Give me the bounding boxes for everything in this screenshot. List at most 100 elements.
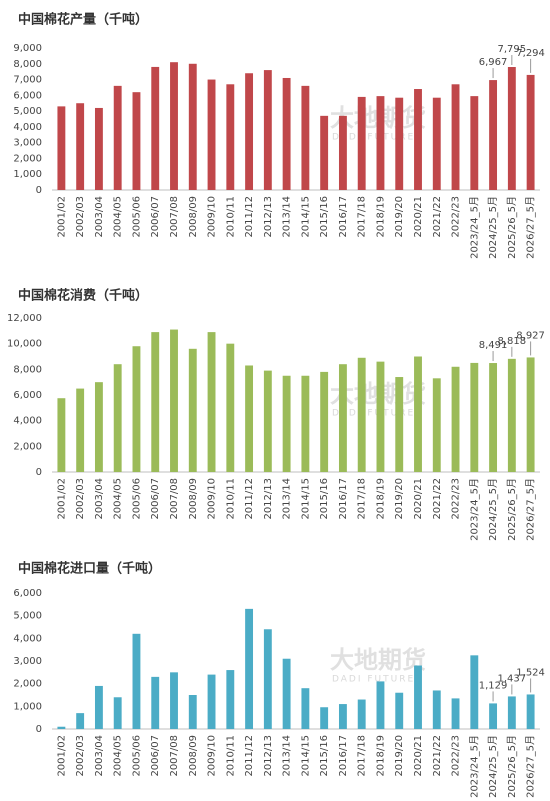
- x-tick-label: 2008/09: [188, 196, 199, 238]
- x-tick-label: 2018/19: [375, 196, 386, 238]
- x-tick-label: 2009/10: [207, 735, 218, 777]
- bar: [57, 726, 66, 729]
- x-tick-label: 2022/23: [451, 735, 462, 777]
- y-tick-label: 0: [36, 467, 42, 478]
- bar: [57, 106, 66, 190]
- bar: [376, 96, 385, 190]
- x-tick-label: 2013/14: [282, 735, 293, 777]
- y-tick-label: 2,000: [13, 679, 42, 690]
- x-tick-label: 2002/03: [75, 478, 86, 520]
- watermark: 大地期货: [330, 646, 426, 674]
- y-tick-label: 8,000: [13, 59, 42, 70]
- x-tick-label: 2018/19: [375, 735, 386, 777]
- bar: [226, 670, 235, 729]
- x-tick-label: 2003/04: [94, 196, 105, 238]
- value-label: 8,927: [516, 330, 545, 341]
- bar: [207, 79, 216, 190]
- bar: [245, 73, 254, 190]
- x-tick-label: 2025/26_5月: [506, 735, 518, 798]
- x-tick-label: 2021/22: [432, 196, 443, 238]
- bar: [376, 681, 385, 729]
- x-tick-label: 2015/16: [319, 735, 330, 777]
- watermark-sub: DADI FUTURES: [332, 675, 423, 685]
- bar: [282, 658, 291, 729]
- x-tick-label: 2005/06: [131, 735, 142, 777]
- x-tick-label: 2005/06: [131, 478, 142, 520]
- bar: [76, 103, 85, 190]
- bar: [132, 633, 141, 729]
- x-tick-label: 2017/18: [357, 478, 368, 520]
- chart-title: 中国棉花产量（千吨）: [18, 12, 148, 28]
- bar: [451, 698, 460, 729]
- value-label: 1,129: [479, 680, 508, 691]
- x-tick-label: 2014/15: [300, 196, 311, 238]
- y-tick-label: 5,000: [13, 611, 42, 622]
- x-tick-label: 2018/19: [375, 478, 386, 520]
- bar: [338, 115, 347, 190]
- bar: [357, 699, 366, 729]
- x-tick-label: 2016/17: [338, 478, 349, 520]
- y-tick-label: 2,000: [13, 441, 42, 452]
- watermark-sub: DADI FUTURES: [332, 409, 423, 419]
- chart-title: 中国棉花进口量（千吨）: [18, 561, 161, 577]
- bar: [170, 329, 178, 472]
- x-tick-label: 2010/11: [225, 478, 236, 520]
- x-tick-label: 2004/05: [113, 196, 124, 238]
- bar: [432, 97, 441, 190]
- value-label: 8,491: [479, 340, 508, 351]
- bar: [395, 377, 404, 472]
- x-tick-label: 2008/09: [188, 735, 199, 777]
- x-tick-label: 2013/14: [282, 478, 293, 520]
- x-tick-label: 2024/25_5月: [487, 735, 499, 798]
- x-tick-label: 2007/08: [169, 735, 180, 777]
- bar: [338, 364, 347, 472]
- x-tick-label: 2012/13: [263, 196, 274, 238]
- value-label: 8,818: [498, 336, 527, 347]
- x-tick-label: 2012/13: [263, 478, 274, 520]
- x-tick-label: 2026/27_5月: [525, 478, 537, 541]
- bar: [113, 364, 122, 472]
- bar: [526, 694, 535, 729]
- bar: [170, 62, 178, 191]
- x-tick-label: 2022/23: [451, 478, 462, 520]
- x-tick-label: 2013/14: [282, 196, 293, 238]
- x-tick-label: 2014/15: [300, 478, 311, 520]
- y-tick-label: 1,000: [13, 169, 42, 180]
- y-tick-label: 9,000: [13, 43, 42, 54]
- bar: [414, 356, 422, 472]
- y-tick-label: 4,000: [13, 416, 42, 427]
- x-tick-label: 2015/16: [319, 196, 330, 238]
- bar: [245, 365, 254, 472]
- bar: [489, 363, 498, 472]
- y-tick-label: 3,000: [13, 656, 42, 667]
- y-tick-label: 6,000: [13, 588, 42, 599]
- bar: [376, 361, 385, 472]
- bar: [132, 346, 141, 472]
- x-tick-label: 2025/26_5月: [506, 478, 518, 541]
- bar: [226, 84, 235, 190]
- bar: [357, 357, 366, 472]
- x-tick-label: 2023/24_5月: [468, 196, 480, 259]
- bar: [489, 80, 498, 190]
- bar: [263, 629, 272, 729]
- bar: [245, 608, 254, 729]
- x-tick-label: 2003/04: [94, 478, 105, 520]
- x-tick-label: 2010/11: [225, 196, 236, 238]
- x-tick-label: 2011/12: [244, 196, 255, 238]
- watermark-sub: DADI FUTURES: [332, 133, 423, 143]
- bar: [151, 332, 160, 472]
- x-tick-label: 2005/06: [131, 196, 142, 238]
- y-tick-label: 4,000: [13, 122, 42, 133]
- bar: [207, 332, 216, 472]
- x-tick-label: 2001/02: [56, 478, 67, 520]
- bar: [207, 674, 216, 729]
- bar: [188, 695, 197, 729]
- bar: [170, 672, 178, 729]
- bar: [188, 63, 197, 190]
- bar: [151, 66, 160, 190]
- x-tick-label: 2010/11: [225, 735, 236, 777]
- bar: [470, 96, 479, 190]
- bar: [507, 67, 516, 190]
- x-tick-label: 2004/05: [113, 735, 124, 777]
- bar: [414, 89, 422, 190]
